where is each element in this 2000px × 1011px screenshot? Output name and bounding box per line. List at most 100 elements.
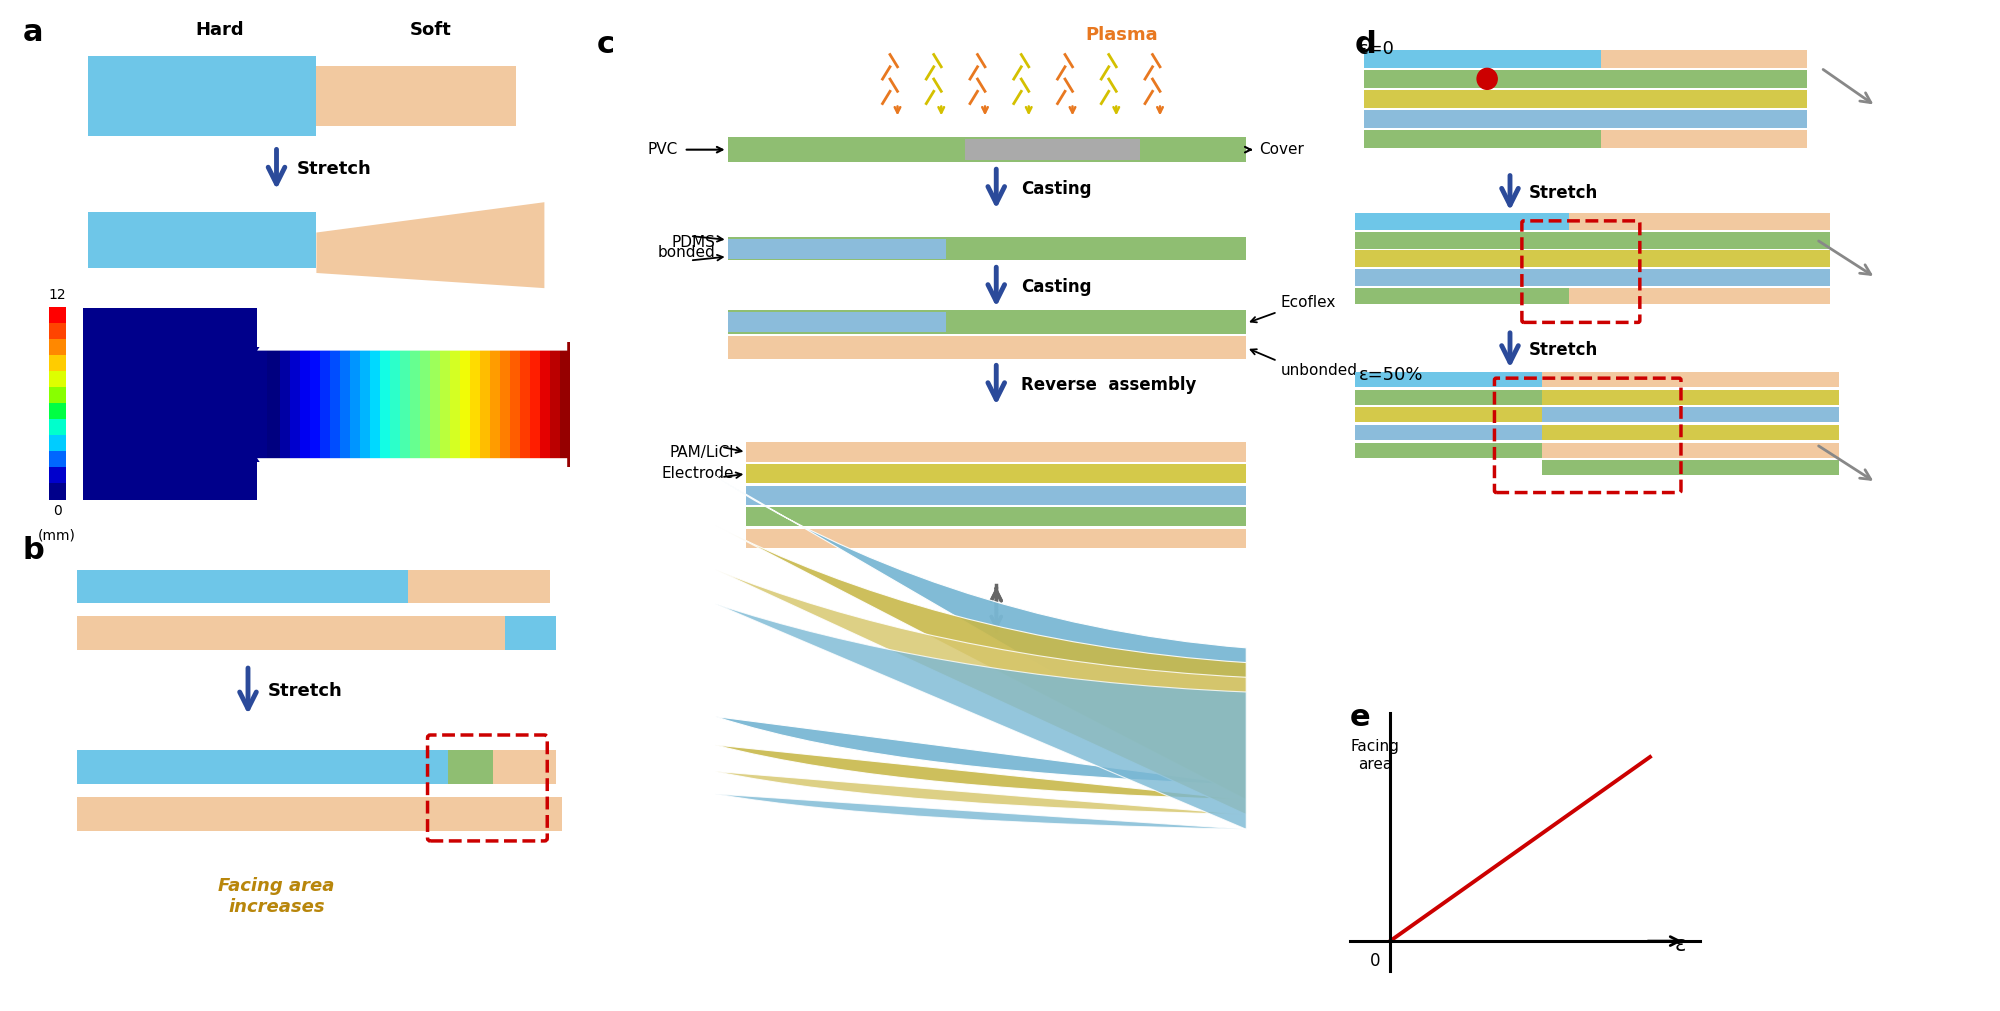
Bar (1542, 389, 1840, 404)
PathPatch shape (716, 526, 1246, 800)
Bar (1542, 407, 1840, 423)
Bar (48, 403, 66, 421)
Bar (498, 336, 510, 473)
Bar (48, 387, 66, 404)
Bar (48, 324, 66, 341)
Bar (1570, 287, 1830, 304)
Text: Facing area
increases: Facing area increases (218, 878, 334, 916)
Text: Casting: Casting (1022, 180, 1092, 198)
Bar (964, 139, 1140, 161)
Polygon shape (258, 308, 568, 351)
Bar (746, 485, 1246, 504)
Bar (88, 56, 316, 136)
Bar (408, 569, 550, 604)
Bar (336, 320, 350, 488)
Bar (48, 467, 66, 484)
Bar (518, 338, 530, 471)
Bar (1602, 70, 1808, 88)
Bar (76, 750, 448, 785)
Bar (438, 330, 450, 479)
Bar (1570, 232, 1830, 249)
Bar (48, 420, 66, 437)
Text: Casting: Casting (1022, 278, 1092, 296)
Bar (48, 307, 66, 325)
Bar (448, 750, 494, 785)
PathPatch shape (716, 476, 1246, 786)
Bar (406, 328, 420, 481)
Bar (538, 340, 550, 469)
Bar (258, 299, 568, 347)
Bar (1364, 110, 1602, 128)
Bar (1602, 129, 1808, 148)
Bar (326, 319, 340, 489)
Bar (448, 331, 460, 478)
Bar (258, 462, 568, 500)
Text: PDMS: PDMS (672, 235, 716, 250)
Text: Soft: Soft (410, 21, 452, 39)
Bar (548, 341, 560, 468)
Bar (48, 452, 66, 468)
Bar (76, 616, 504, 650)
Text: 0: 0 (1370, 952, 1380, 971)
Text: Electrode: Electrode (662, 466, 734, 481)
Bar (558, 342, 570, 467)
Bar (376, 325, 390, 484)
Bar (478, 334, 490, 475)
Bar (1354, 407, 1546, 423)
Text: Stretch: Stretch (1528, 342, 1598, 359)
Text: PAM/LiCl: PAM/LiCl (670, 445, 734, 460)
Bar (1570, 213, 1830, 229)
PathPatch shape (716, 569, 1246, 815)
Text: Ecoflex: Ecoflex (1280, 294, 1336, 309)
Text: Stretch: Stretch (296, 161, 372, 178)
Text: e: e (1350, 703, 1370, 732)
Bar (1354, 443, 1546, 458)
Bar (1354, 287, 1570, 304)
Bar (1364, 90, 1602, 108)
Bar (1602, 110, 1808, 128)
Bar (48, 356, 66, 372)
Text: (mm): (mm) (38, 528, 76, 542)
Bar (1602, 50, 1808, 68)
Bar (494, 750, 556, 785)
Bar (1354, 389, 1546, 404)
Bar (728, 312, 946, 332)
Bar (76, 797, 562, 831)
Bar (306, 317, 320, 491)
Bar (1354, 425, 1546, 440)
Text: b: b (22, 536, 44, 565)
Text: ε: ε (1674, 935, 1686, 954)
Bar (396, 327, 410, 482)
Bar (316, 318, 330, 490)
Bar (82, 308, 266, 500)
Text: unbonded: unbonded (1280, 363, 1358, 378)
Bar (1354, 251, 1570, 267)
Text: a: a (22, 18, 44, 47)
Bar (1602, 90, 1808, 108)
Bar (48, 340, 66, 357)
Bar (504, 616, 556, 650)
Text: 12: 12 (48, 288, 66, 302)
Bar (356, 323, 370, 486)
Text: Hard: Hard (196, 21, 244, 39)
Text: Facing
area: Facing area (1350, 738, 1400, 772)
Bar (746, 443, 1246, 461)
Text: Plasma: Plasma (1084, 26, 1158, 43)
Bar (1364, 70, 1602, 88)
Bar (1542, 460, 1840, 475)
Text: 0: 0 (52, 504, 62, 519)
Bar (296, 316, 310, 492)
Bar (746, 464, 1246, 483)
Bar (76, 569, 408, 604)
Bar (418, 328, 430, 481)
Bar (528, 339, 540, 470)
Text: Stretch: Stretch (1528, 184, 1598, 202)
Bar (728, 239, 946, 259)
Text: Stretch: Stretch (268, 682, 342, 700)
Bar (48, 436, 66, 453)
Bar (1354, 232, 1570, 249)
Bar (746, 508, 1246, 527)
Bar (728, 310, 1246, 334)
Bar (458, 332, 470, 477)
Polygon shape (258, 458, 568, 500)
